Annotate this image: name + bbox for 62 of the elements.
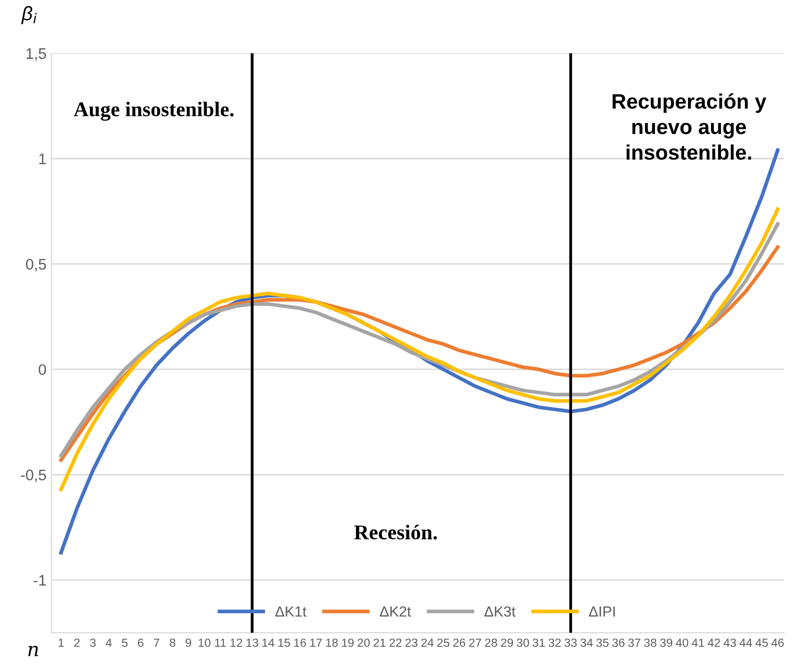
x-tick-label: 16 xyxy=(294,638,306,647)
x-tick-label: 17 xyxy=(310,638,322,647)
x-tick-label: 4 xyxy=(106,638,112,647)
annotation: Recesión. xyxy=(354,524,437,540)
x-tick-label: 5 xyxy=(122,638,128,647)
x-tick-label: 23 xyxy=(405,638,418,647)
x-tick-label: 12 xyxy=(230,638,242,647)
x-tick-label: 22 xyxy=(390,638,402,647)
x-tick-label: 45 xyxy=(755,638,768,647)
x-tick-label: 30 xyxy=(516,638,529,647)
x-tick-label: 39 xyxy=(660,638,672,647)
annotation: Auge insostenible. xyxy=(74,102,234,121)
x-tick-label: 10 xyxy=(198,638,210,647)
x-tick-label: 26 xyxy=(453,638,466,647)
x-tick-label: 42 xyxy=(708,638,720,647)
x-tick-label: 41 xyxy=(692,638,704,647)
x-tick-label: 43 xyxy=(724,638,736,647)
x-tick-label: 27 xyxy=(469,638,482,647)
x-tick-label: 18 xyxy=(326,638,338,647)
x-tick-label: 1 xyxy=(58,638,64,647)
x-tick-label: 6 xyxy=(138,638,144,647)
x-tick-label: 11 xyxy=(215,638,226,647)
y-tick-label: -0,5 xyxy=(20,470,46,482)
x-tick-label: 25 xyxy=(437,638,450,647)
y-tick-label: 1 xyxy=(39,154,46,164)
x-tick-label: 19 xyxy=(342,638,354,647)
x-tick-label: 7 xyxy=(154,638,160,647)
x-tick-label: 34 xyxy=(580,638,593,647)
x-tick-label: 44 xyxy=(740,638,752,647)
x-tick-label: 8 xyxy=(170,638,176,647)
x-tick-label: 14 xyxy=(262,638,274,647)
line-series xyxy=(59,207,780,492)
x-tick-label: 24 xyxy=(421,638,434,647)
x-tick-label: 37 xyxy=(628,638,640,647)
x-tick-label: 36 xyxy=(612,638,624,647)
y-tick-label: -1 xyxy=(34,575,46,586)
x-axis-title: n xyxy=(28,646,38,656)
x-tick-label: 2 xyxy=(74,638,80,647)
x-tick-label: 33 xyxy=(564,638,577,647)
x-tick-label: 40 xyxy=(676,638,688,647)
x-tick-label: 13 xyxy=(246,638,258,647)
y-axis-title: β$_{i}$ xyxy=(21,6,37,24)
legend-label: ΔK2t xyxy=(380,606,411,617)
x-tick-label: 32 xyxy=(548,638,561,647)
y-tick-label: 0 xyxy=(38,364,46,376)
legend-label: ΔK3t xyxy=(484,606,516,617)
legend-label: ΔIPI xyxy=(588,606,615,617)
x-tick-label: 28 xyxy=(485,638,498,647)
x-tick-label: 20 xyxy=(358,638,370,647)
x-tick-label: 21 xyxy=(374,638,386,647)
x-tick-label: 29 xyxy=(500,638,513,647)
y-tick-label: 0,5 xyxy=(26,258,46,272)
legend-label: ΔK1t xyxy=(275,606,306,617)
x-tick-label: 15 xyxy=(278,638,290,647)
x-tick-label: 31 xyxy=(532,638,545,647)
x-tick-label: 35 xyxy=(596,638,609,647)
y-tick-label: 1,5 xyxy=(26,48,46,61)
x-tick-label: 9 xyxy=(186,638,192,647)
x-tick-label: 46 xyxy=(771,638,784,647)
annotation: Recuperación y nuevo auge insostenible. xyxy=(612,93,766,160)
x-tick-label: 3 xyxy=(90,638,96,647)
x-tick-label: 38 xyxy=(644,638,656,647)
